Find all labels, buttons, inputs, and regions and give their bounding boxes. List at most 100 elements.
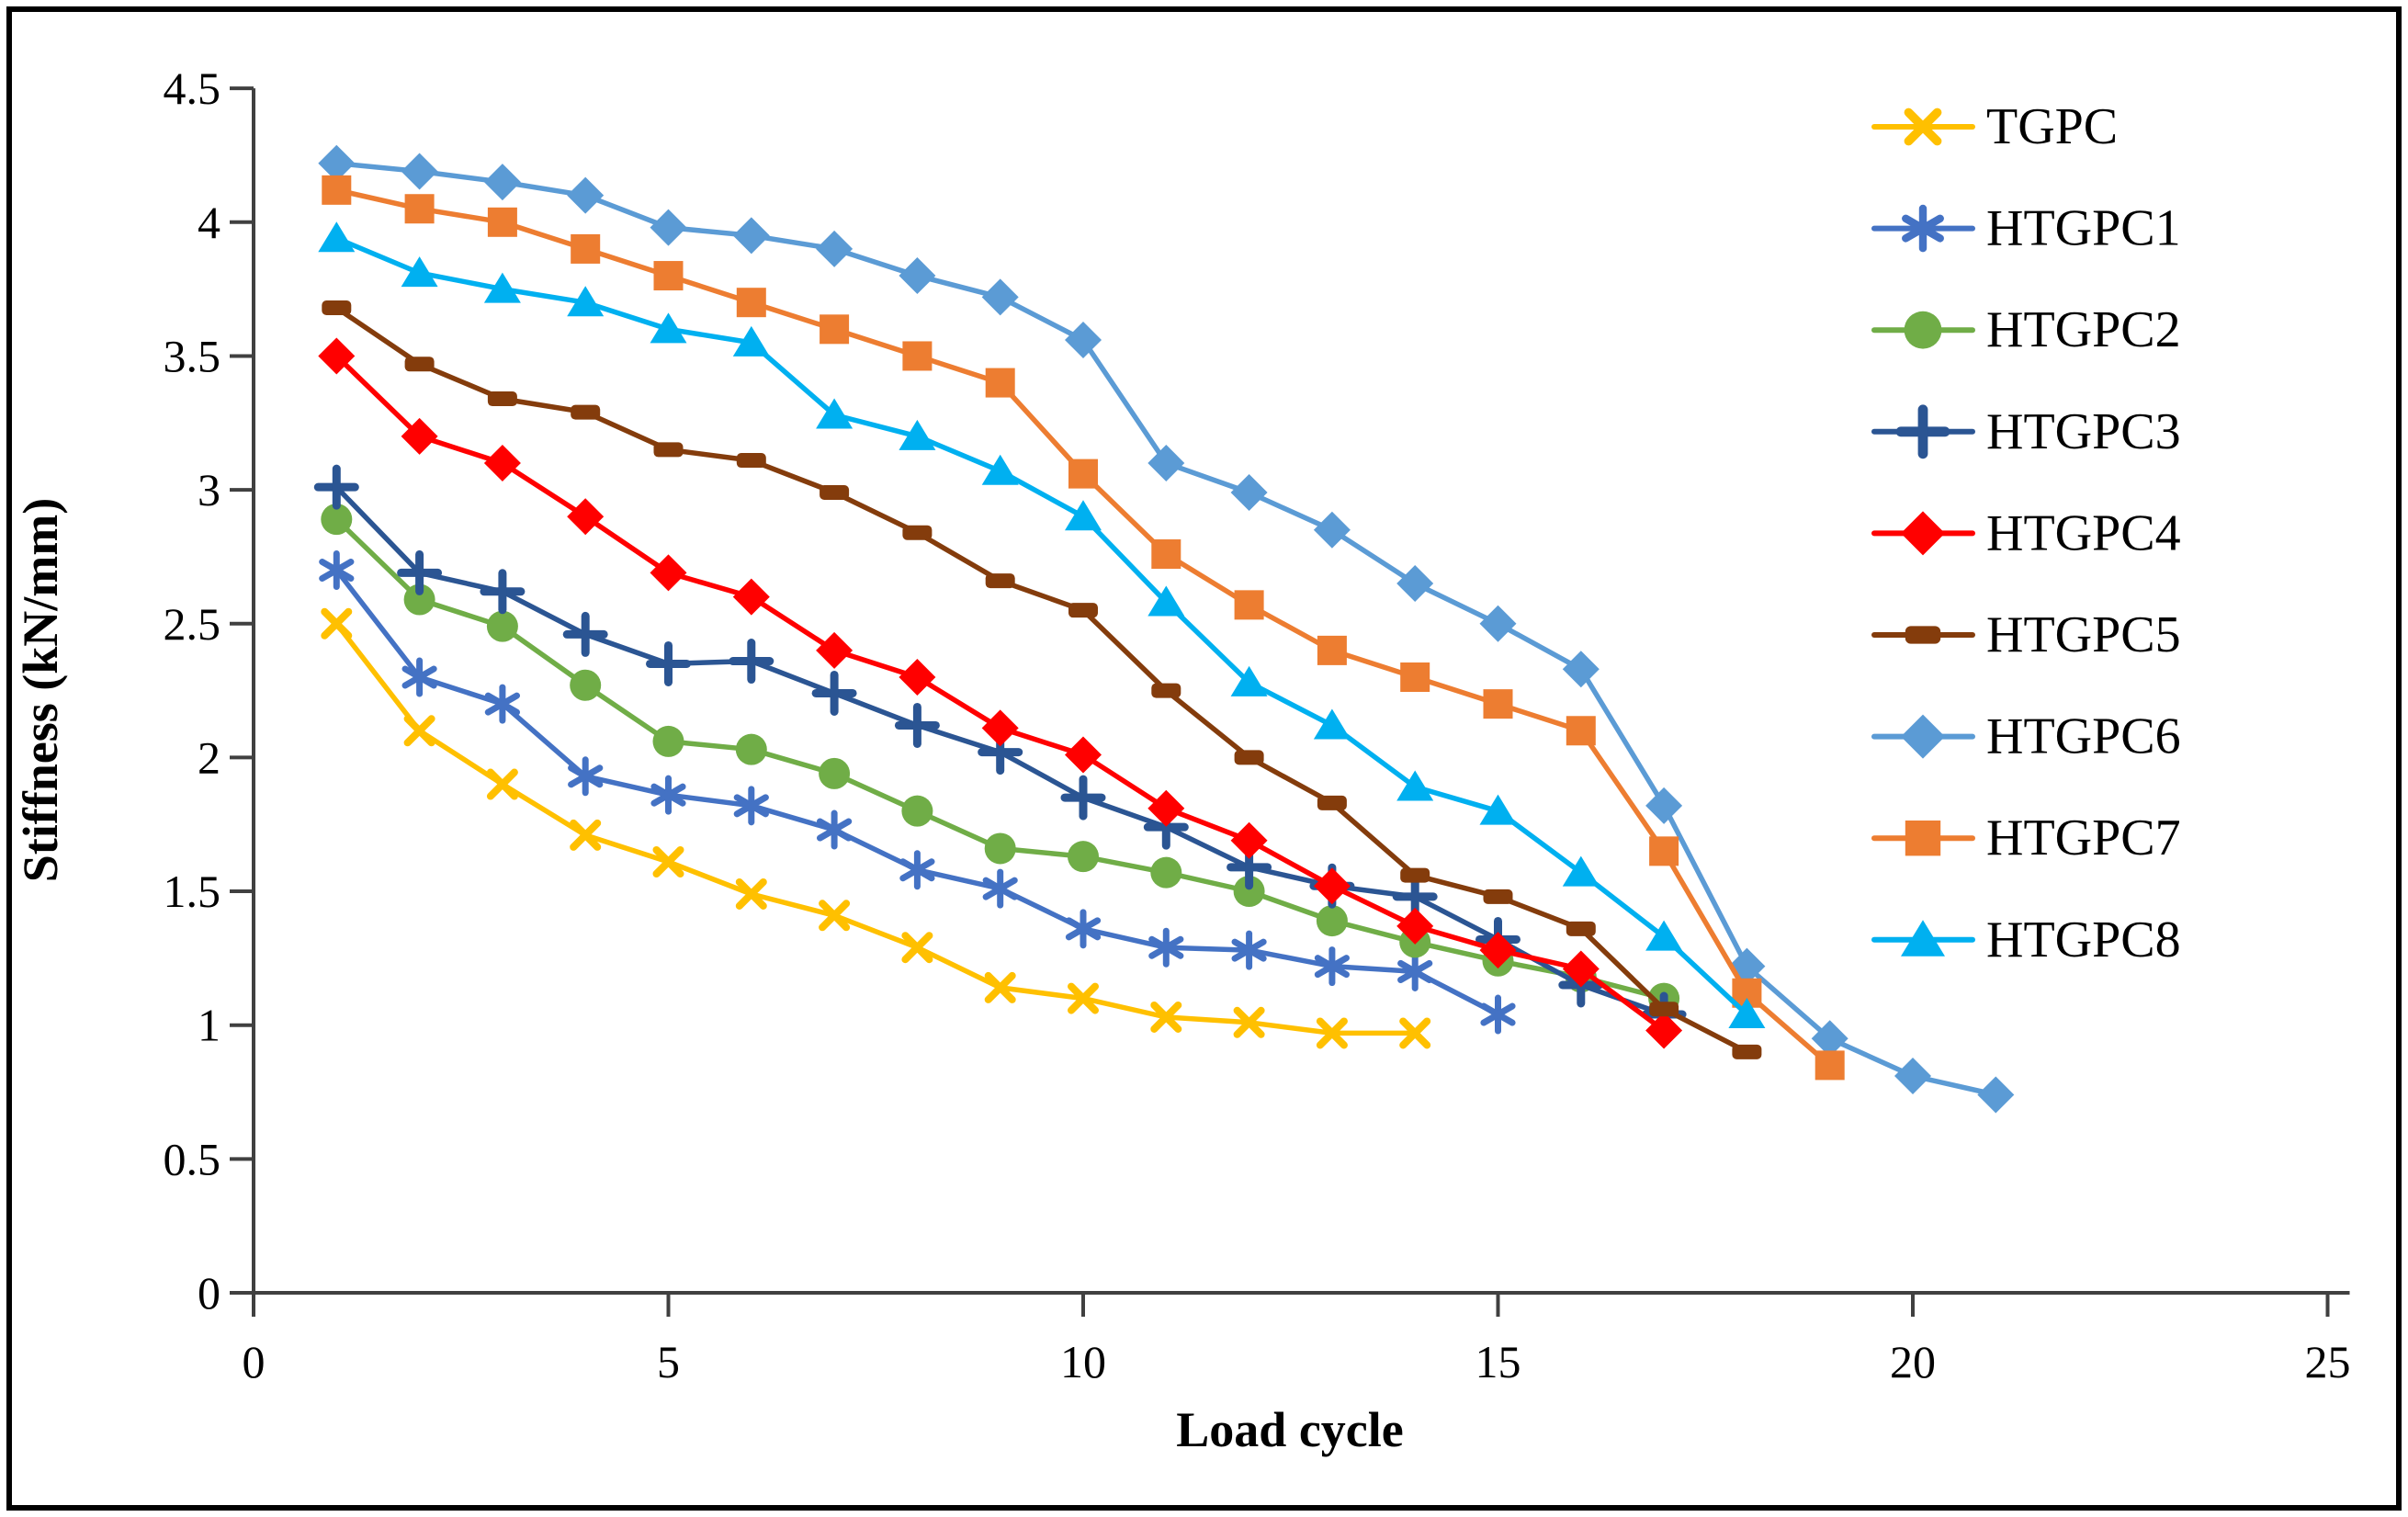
marker-HTGPC8-fill — [318, 221, 356, 253]
marker-HTGPC2-fill — [486, 610, 518, 642]
legend-item-HTGPC2: HTGPC2 — [1871, 301, 2181, 358]
marker-HTGPC6-fill — [318, 144, 356, 182]
marker-HTGPC8-fill — [981, 454, 1019, 485]
marker-HTGPC1 — [733, 786, 769, 826]
x-tick-label: 0 — [243, 1336, 266, 1387]
legend-label-HTGPC6: HTGPC6 — [1986, 708, 2181, 765]
marker-HTGPC1 — [816, 809, 853, 850]
marker-HTGPC2 — [1068, 841, 1099, 873]
marker-HTGPC1-stroke — [1148, 935, 1184, 959]
marker-HTGPC7 — [1400, 662, 1430, 693]
marker-HTGPC6-fill — [401, 153, 438, 190]
marker-HTGPC6 — [1396, 565, 1434, 603]
marker-HTGPC4 — [318, 337, 356, 375]
y-tick-label: 3.5 — [164, 330, 221, 381]
marker-HTGPC2-fill — [570, 669, 602, 701]
marker-TGPC-stroke — [1233, 1006, 1265, 1038]
marker-HTGPC7-fill — [322, 175, 352, 205]
legend-swatch-HTGPC1 — [1902, 204, 1944, 253]
marker-HTGPC4-fill — [1645, 1012, 1683, 1049]
marker-HTGPC4-fill — [650, 554, 687, 592]
marker-HTGPC6 — [401, 153, 438, 190]
marker-HTGPC6 — [1894, 1058, 1931, 1095]
marker-HTGPC8-fill — [401, 256, 438, 288]
legend-item-HTGPC4: HTGPC4 — [1871, 504, 2181, 561]
marker-HTGPC8 — [1645, 920, 1683, 951]
marker-HTGPC2 — [403, 583, 435, 616]
marker-TGPC — [735, 877, 767, 910]
marker-HTGPC1-stroke — [650, 783, 686, 807]
marker-HTGPC1 — [401, 657, 437, 697]
marker-TGPC-stroke — [1316, 1017, 1348, 1049]
marker-HTGPC5 — [322, 300, 352, 316]
x-tick-label: 10 — [1060, 1336, 1106, 1387]
marker-HTGPC7 — [736, 288, 766, 318]
marker-HTGPC4-fill — [1230, 821, 1268, 859]
marker-HTGPC8 — [1313, 708, 1351, 740]
marker-HTGPC4 — [567, 498, 605, 536]
legend-swatch-HTGPC2-fill — [1904, 311, 1942, 349]
marker-HTGPC5-fill — [1400, 867, 1430, 883]
legend-swatch-TGPC-stroke — [1904, 108, 1942, 146]
marker-HTGPC2-fill — [819, 757, 851, 789]
marker-HTGPC4-fill — [401, 417, 438, 455]
marker-HTGPC1 — [484, 684, 521, 724]
marker-HTGPC1-stroke — [568, 764, 604, 788]
marker-HTGPC5-fill — [985, 573, 1015, 589]
legend-item-HTGPC1: HTGPC1 — [1871, 200, 2181, 257]
legend-label-HTGPC3: HTGPC3 — [1986, 403, 2181, 460]
marker-HTGPC5-fill — [653, 442, 684, 458]
marker-HTGPC1 — [319, 549, 355, 590]
marker-HTGPC2-fill — [403, 583, 435, 616]
marker-HTGPC7-fill — [1483, 689, 1513, 719]
marker-TGPC-stroke — [486, 768, 518, 800]
legend-swatch-HTGPC8 — [1901, 920, 1945, 957]
marker-HTGPC2 — [819, 757, 851, 789]
marker-HTGPC2 — [1150, 856, 1182, 889]
y-tick-label: 0 — [198, 1267, 220, 1319]
marker-HTGPC6-fill — [1562, 651, 1600, 688]
series-HTGPC1 — [319, 549, 1516, 1035]
marker-HTGPC4 — [899, 659, 936, 696]
marker-HTGPC8-fill — [1313, 708, 1351, 740]
marker-HTGPC5 — [1151, 683, 1181, 698]
legend-swatch-HTGPC4-fill — [1901, 511, 1945, 556]
legend-label-HTGPC7: HTGPC7 — [1986, 809, 2181, 866]
marker-HTGPC4-fill — [1479, 932, 1517, 969]
x-tick-label: 20 — [1890, 1336, 1936, 1387]
marker-HTGPC2-fill — [652, 725, 684, 757]
marker-HTGPC6 — [732, 217, 770, 255]
marker-HTGPC8 — [1479, 794, 1517, 825]
legend-swatch-HTGPC7-fill — [1905, 821, 1941, 856]
marker-HTGPC1-stroke — [401, 665, 437, 689]
marker-HTGPC1 — [1314, 946, 1351, 987]
marker-HTGPC2 — [901, 795, 933, 827]
marker-TGPC-stroke — [901, 932, 933, 964]
marker-HTGPC5 — [1483, 889, 1513, 904]
marker-HTGPC3 — [811, 670, 857, 716]
marker-HTGPC6 — [1811, 1020, 1848, 1058]
marker-HTGPC1-stroke — [816, 818, 853, 842]
marker-HTGPC4 — [1645, 1012, 1683, 1049]
marker-HTGPC2 — [321, 504, 353, 536]
marker-HTGPC2-fill — [1068, 841, 1099, 873]
marker-HTGPC4-fill — [816, 631, 854, 669]
marker-HTGPC4-fill — [981, 709, 1019, 747]
marker-HTGPC7-fill — [1151, 539, 1181, 570]
marker-HTGPC6-fill — [732, 217, 770, 255]
marker-HTGPC7-fill — [1814, 1050, 1845, 1081]
marker-HTGPC5-fill — [1649, 1002, 1679, 1017]
marker-HTGPC4 — [1396, 907, 1434, 945]
marker-HTGPC8 — [1230, 665, 1268, 696]
marker-HTGPC1-stroke — [1231, 938, 1267, 962]
marker-HTGPC7-fill — [736, 288, 766, 318]
y-tick-label: 4.5 — [164, 62, 221, 114]
marker-HTGPC5-fill — [736, 453, 766, 469]
y-tick-label: 0.5 — [164, 1133, 221, 1184]
marker-HTGPC8 — [650, 312, 687, 344]
marker-HTGPC1 — [1065, 909, 1102, 949]
marker-HTGPC7-fill — [1400, 662, 1430, 693]
marker-HTGPC7 — [820, 314, 850, 345]
marker-HTGPC4 — [483, 444, 521, 481]
marker-HTGPC5 — [1317, 795, 1347, 810]
